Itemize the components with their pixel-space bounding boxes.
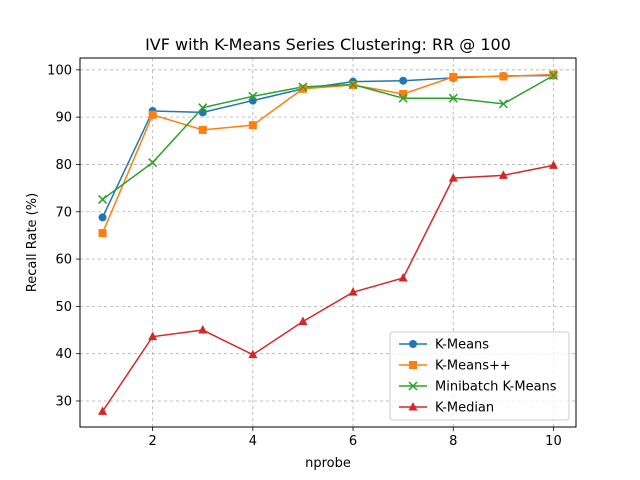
- x-ticks: 2 4 6 8 10: [149, 427, 562, 449]
- legend: K-Means K-Means++ Minibatch K-Means K-Media…: [389, 331, 570, 421]
- series-markers: [98, 70, 558, 415]
- data-point-k-means: [449, 72, 458, 81]
- legend-marker-k-means: [409, 340, 417, 348]
- series-line-k-median: [101, 164, 554, 412]
- y-tick-label: 50: [55, 300, 72, 315]
- legend-marker-k-median: [408, 402, 418, 411]
- y-ticks: 30 40 50 60 70 80 90 100: [47, 63, 80, 409]
- x-tick-label: 6: [349, 434, 357, 449]
- chart-title: IVF with K-Means Series Clustering: RR @…: [145, 35, 511, 54]
- legend-marker-k-means: [409, 361, 417, 369]
- series-line-k-means: [101, 74, 554, 218]
- data-point-minibatch-k-means: [198, 103, 208, 113]
- data-point-minibatch-k-means: [98, 194, 108, 204]
- data-point-k-means: [248, 121, 257, 130]
- y-tick-label: 60: [55, 253, 72, 268]
- data-point-minibatch-k-means: [348, 79, 358, 90]
- data-point-minibatch-k-means: [398, 93, 408, 103]
- data-point-minibatch-k-means: [148, 158, 158, 168]
- data-point-k-means: [198, 125, 207, 134]
- legend-label-minibatch-k-means: Minibatch K-Means: [435, 380, 557, 395]
- data-point-k-median: [548, 160, 558, 169]
- data-point-k-median: [348, 287, 358, 296]
- legend-marker-minibatch-k-means: [408, 381, 418, 391]
- series-line-k-means: [101, 73, 554, 234]
- legend-box: [389, 331, 570, 421]
- data-point-k-median: [198, 325, 208, 334]
- data-point-minibatch-k-means: [548, 70, 558, 81]
- x-tick-label: 8: [449, 434, 457, 449]
- series-line-minibatch-k-means: [102, 74, 554, 201]
- y-tick-label: 80: [55, 158, 72, 173]
- x-tick-label: 4: [249, 434, 257, 449]
- data-point-k-means: [98, 229, 107, 238]
- plot-frame: [79, 57, 577, 428]
- data-point-k-median: [248, 349, 258, 359]
- y-tick-label: 100: [47, 63, 72, 78]
- data-point-k-means: [399, 89, 408, 98]
- legend-label-k-means: K-Means: [435, 338, 489, 353]
- legend-label-k-median: K-Median: [435, 401, 494, 416]
- data-point-k-median: [98, 406, 108, 415]
- data-point-k-means: [148, 110, 157, 119]
- x-tick-label: 2: [149, 434, 157, 449]
- data-point-minibatch-k-means: [248, 91, 258, 101]
- series-lines: [101, 73, 554, 412]
- y-tick-label: 70: [55, 205, 72, 220]
- data-point-k-median: [398, 272, 408, 282]
- y-tick-label: 90: [55, 111, 72, 126]
- data-point-k-means: [298, 84, 307, 93]
- x-tick-label: 10: [545, 434, 562, 449]
- data-point-k-median: [498, 170, 508, 179]
- data-point-k-means: [499, 72, 508, 81]
- y-axis-label: Recall Rate (%): [25, 193, 40, 292]
- data-point-minibatch-k-means: [298, 82, 308, 92]
- data-point-k-means: [399, 76, 408, 85]
- data-point-k-median: [148, 331, 158, 341]
- data-point-k-means: [248, 96, 257, 105]
- data-point-k-median: [298, 316, 308, 326]
- x-axis-label: nprobe: [305, 456, 351, 471]
- data-point-k-means: [98, 213, 107, 222]
- y-tick-label: 30: [55, 394, 72, 409]
- legend-label-k-means: K-Means++: [435, 359, 511, 374]
- data-point-minibatch-k-means: [448, 93, 458, 103]
- data-point-minibatch-k-means: [498, 99, 508, 109]
- data-point-k-median: [448, 173, 458, 182]
- y-tick-label: 40: [55, 347, 72, 362]
